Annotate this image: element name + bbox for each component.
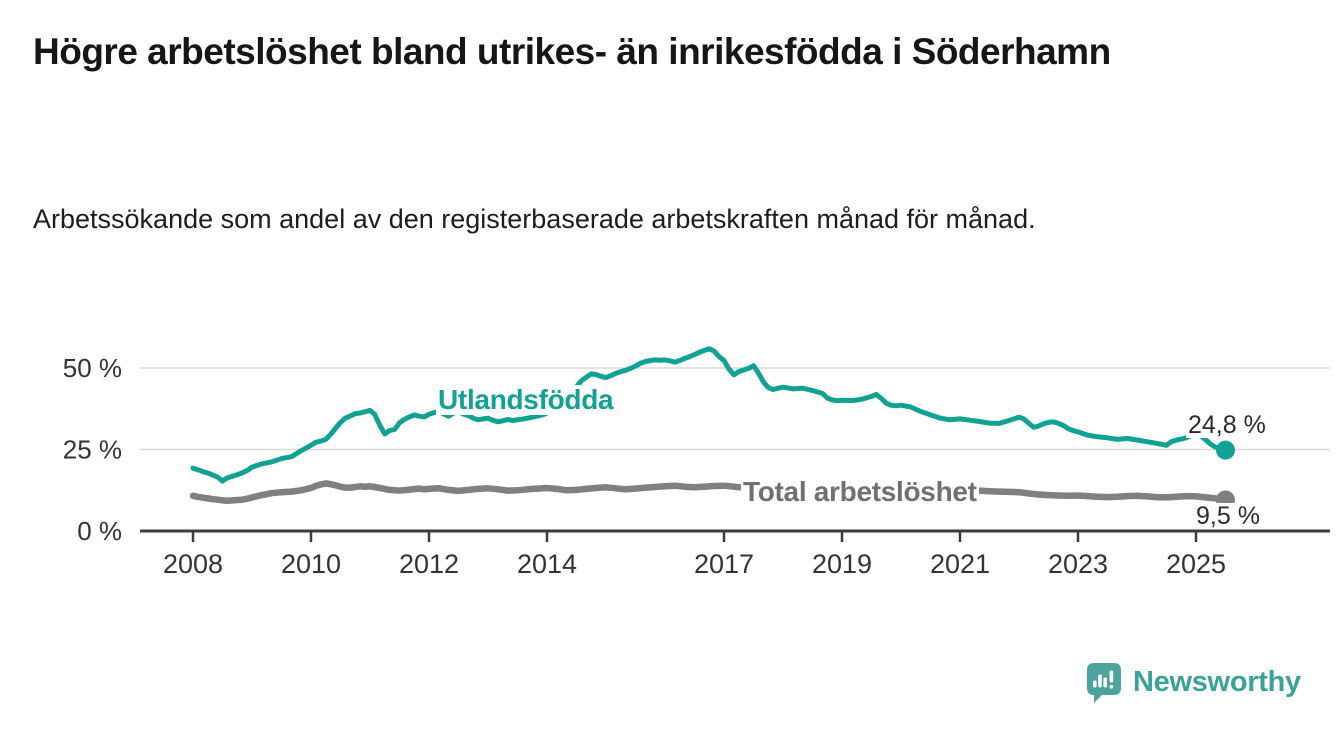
bar-chart-speech-bubble-icon xyxy=(1087,663,1121,703)
series-line-total-arbetsl-shet xyxy=(189,480,1229,504)
x-axis-label-2010: 2010 xyxy=(281,549,341,579)
x-axis-label-2012: 2012 xyxy=(399,549,459,579)
x-axis-label-2025: 2025 xyxy=(1166,549,1226,579)
series-label-total-arbetsloshet: Total arbetslöshet xyxy=(741,476,979,507)
x-axis-label-2008: 2008 xyxy=(163,549,223,579)
x-axis-label-2019: 2019 xyxy=(812,549,872,579)
newsworthy-logo: Newsworthy xyxy=(1085,660,1301,704)
series-end-dot-utlandsf-dda xyxy=(1216,440,1235,460)
x-axis-label-2023: 2023 xyxy=(1048,549,1108,579)
newsworthy-logo-text: Newsworthy xyxy=(1133,666,1301,698)
series-label-utlandsfodda: Utlandsfödda xyxy=(436,384,616,415)
value-label-total-arbetsloshet: 9,5 % xyxy=(1194,502,1262,530)
x-axis-label-2014: 2014 xyxy=(517,549,577,579)
chart-subtitle: Arbetssökande som andel av den registerb… xyxy=(33,204,1036,234)
x-axis-label-2021: 2021 xyxy=(930,549,990,579)
y-axis-label-0: 0 % xyxy=(77,516,122,546)
x-axis-label-2017: 2017 xyxy=(694,549,754,579)
value-label-utlandsfodda: 24,8 % xyxy=(1186,411,1268,439)
page-title: Högre arbetslöshet bland utrikes- än inr… xyxy=(33,31,1111,72)
y-axis-label-50: 50 % xyxy=(63,353,122,383)
series-line-utlandsf-dda xyxy=(190,346,1228,484)
y-axis-label-25: 25 % xyxy=(63,435,122,465)
